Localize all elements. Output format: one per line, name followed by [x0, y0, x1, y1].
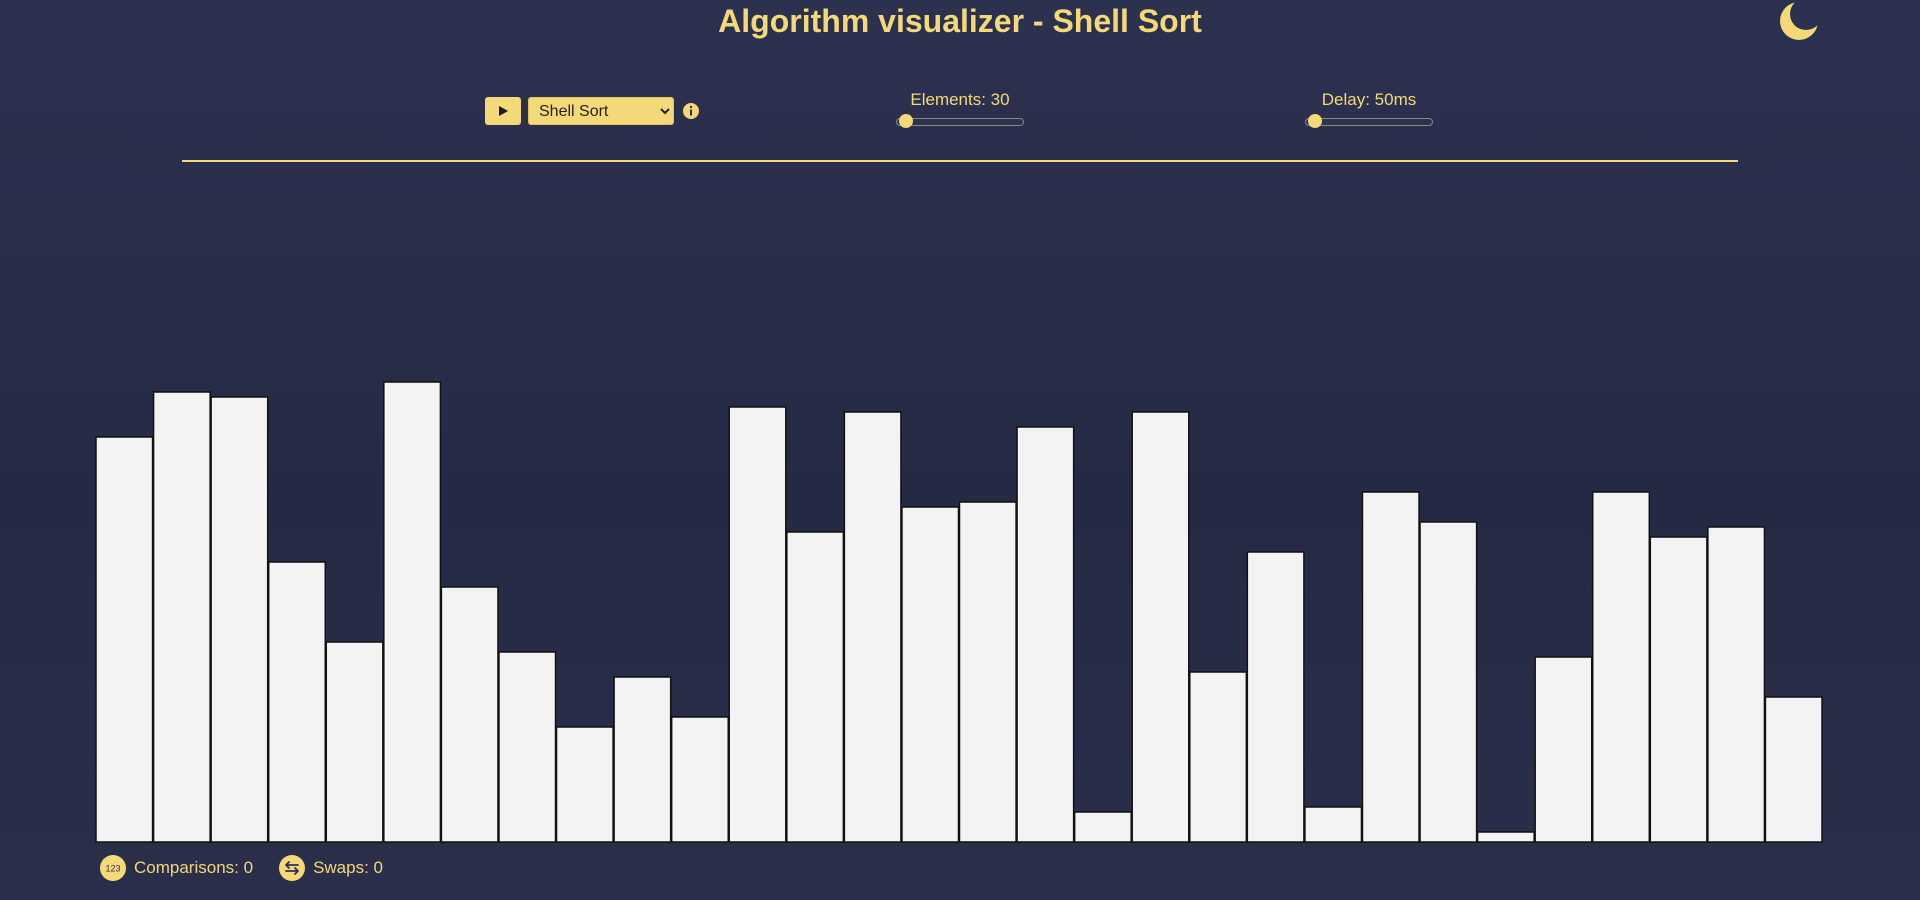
delay-slider[interactable]: [1305, 114, 1433, 128]
info-icon[interactable]: [682, 102, 700, 120]
bar: [440, 586, 499, 843]
bar: [1476, 831, 1535, 843]
page-title: Algorithm visualizer - Shell Sort: [718, 3, 1202, 39]
bar: [152, 391, 211, 843]
elements-slider-thumb[interactable]: [899, 114, 913, 128]
swaps-count: Swaps: 0: [313, 858, 383, 877]
bar: [1707, 526, 1766, 843]
bar: [786, 531, 845, 843]
bar: [843, 411, 902, 843]
delay-slider-group: Delay: 50ms: [1299, 90, 1439, 128]
elements-slider-group: Elements: 30: [890, 90, 1030, 128]
bar: [901, 506, 960, 843]
bar: [555, 726, 614, 843]
bar: [958, 501, 1017, 843]
delay-label: Delay: 50ms: [1321, 90, 1417, 109]
bar: [1419, 521, 1478, 843]
bar: [1189, 671, 1248, 843]
theme-toggle-button[interactable]: [1778, 0, 1822, 42]
bar: [325, 641, 384, 843]
bar: [1534, 656, 1593, 843]
bar: [383, 381, 442, 843]
bar: [1131, 411, 1190, 843]
bar: [1016, 426, 1075, 843]
bar: [498, 651, 557, 843]
bar: [1073, 811, 1132, 843]
bar: [1304, 806, 1363, 843]
bar: [95, 436, 154, 843]
elements-label: Elements: 30: [910, 90, 1010, 109]
bar: [613, 676, 672, 843]
swaps-stat: Swaps: 0: [279, 855, 383, 881]
bar: [1764, 696, 1823, 843]
bar: [210, 396, 269, 843]
bar: [670, 716, 729, 843]
swap-arrows-icon: [279, 855, 306, 881]
algorithm-select[interactable]: Shell Sort: [528, 97, 674, 125]
bar: [267, 561, 327, 843]
bar: [728, 406, 787, 843]
moon-icon: [1780, 0, 1822, 40]
elements-slider[interactable]: [896, 114, 1024, 128]
bar: [1649, 536, 1708, 843]
comparisons-count: Comparisons: 0: [134, 858, 254, 877]
counter-icon: 123: [100, 855, 126, 881]
svg-text:123: 123: [105, 864, 120, 874]
algorithm-controls: Shell Sort: [485, 97, 700, 125]
divider: [182, 160, 1738, 162]
comparisons-stat: 123 Comparisons: 0: [100, 855, 253, 881]
bar: [1246, 551, 1305, 843]
play-button[interactable]: [485, 97, 521, 125]
delay-slider-thumb[interactable]: [1308, 114, 1322, 128]
stats-bar: 123 Comparisons: 0 Swaps: 0: [100, 855, 409, 881]
bar: [1591, 491, 1651, 843]
play-icon: [499, 106, 508, 116]
bar: [1361, 491, 1420, 843]
